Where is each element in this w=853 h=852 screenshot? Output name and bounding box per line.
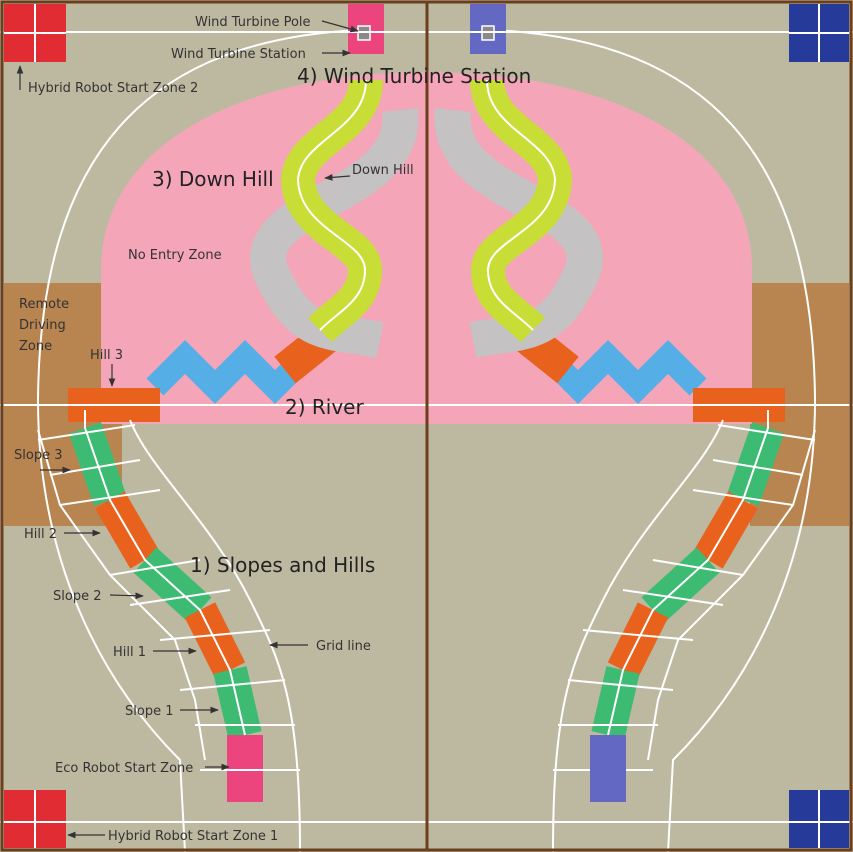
label-slope-1: Slope 1 <box>125 704 173 719</box>
label-grid-line: Grid line <box>316 639 371 654</box>
label-down-hill-small: Down Hill <box>352 163 414 178</box>
label-hybrid-start-2: Hybrid Robot Start Zone 2 <box>28 81 198 96</box>
hybrid-start-zone-1 <box>4 790 66 848</box>
label-wind-turbine-station: Wind Turbine Station <box>171 47 306 62</box>
label-remote-2: Driving <box>19 318 66 333</box>
blue-start-zone-top <box>789 4 849 62</box>
label-remote-3: Zone <box>19 339 52 354</box>
section-slopes-hills: 1) Slopes and Hills <box>190 553 375 577</box>
label-no-entry-zone: No Entry Zone <box>128 248 222 263</box>
label-hill-1: Hill 1 <box>113 645 146 660</box>
blue-start-zone-bottom <box>789 790 849 848</box>
label-hill-2: Hill 2 <box>24 527 57 542</box>
section-down-hill: 3) Down Hill <box>152 167 274 191</box>
label-hybrid-start-1: Hybrid Robot Start Zone 1 <box>108 829 278 844</box>
label-eco-start: Eco Robot Start Zone <box>55 761 193 776</box>
label-slope-2: Slope 2 <box>53 589 101 604</box>
arrow-down-hill <box>324 174 351 181</box>
section-wind-turbine: 4) Wind Turbine Station <box>297 64 531 88</box>
label-slope-3: Slope 3 <box>14 448 62 463</box>
section-river: 2) River <box>285 395 364 419</box>
hybrid-start-zone-2 <box>4 4 66 62</box>
label-wind-turbine-pole: Wind Turbine Pole <box>195 15 311 30</box>
arrow-pole <box>321 20 359 33</box>
arrow-slope-2 <box>109 592 144 600</box>
eco-start-zone-right <box>590 735 626 802</box>
label-hill-3: Hill 3 <box>90 348 123 363</box>
label-remote-1: Remote <box>19 297 69 312</box>
